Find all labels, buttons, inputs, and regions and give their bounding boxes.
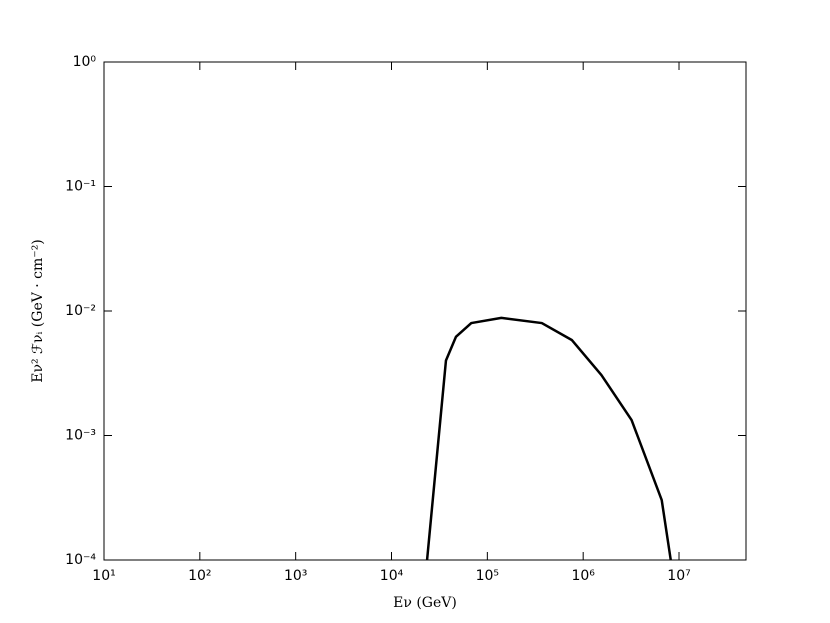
- x-tick-label: 10⁷: [667, 568, 690, 584]
- y-tick-label: 10⁻³: [65, 428, 96, 444]
- x-tick-label: 10²: [188, 568, 211, 584]
- x-tick-label: 10⁵: [476, 568, 499, 584]
- x-tick-label: 10³: [284, 568, 307, 584]
- plot-frame: [103, 61, 747, 561]
- y-tick-label: 10⁻¹: [65, 179, 96, 195]
- y-tick-label: 10⁻²: [65, 303, 96, 319]
- data-line: [425, 316, 672, 561]
- x-axis-label: Eν (GeV): [393, 595, 457, 611]
- y-axis-label: Eν² ℱνᵢ (GeV · cm⁻²): [30, 239, 46, 383]
- x-tick-label: 10¹: [92, 568, 115, 584]
- y-tick-label: 10⁰: [73, 54, 97, 70]
- x-tick-label: 10⁴: [380, 568, 404, 584]
- y-tick-label: 10⁻⁴: [65, 552, 96, 568]
- x-tick-label: 10⁶: [571, 568, 595, 584]
